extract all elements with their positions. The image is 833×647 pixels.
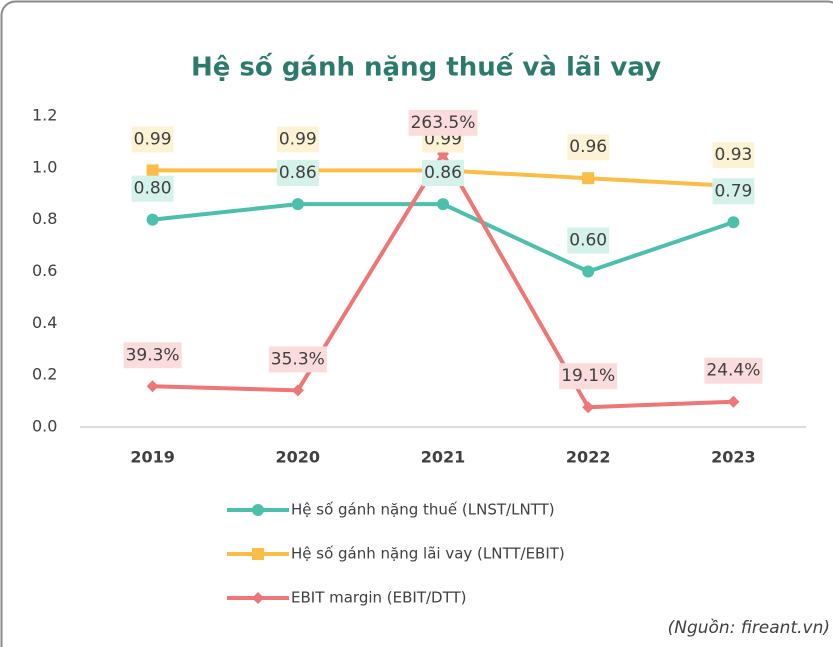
data-label-bg <box>567 134 610 161</box>
data-label-bg <box>567 227 610 254</box>
y-tick-label: 0.4 <box>32 313 57 332</box>
data-label-bg <box>704 357 763 384</box>
data-label: 0.80 <box>134 179 172 199</box>
x-tick-label: 2023 <box>711 448 756 467</box>
legend-marker <box>252 592 264 604</box>
data-label: 0.86 <box>279 163 317 183</box>
data-label: 0.96 <box>569 137 607 157</box>
data-label: 39.3% <box>126 345 180 365</box>
data-label-bg <box>131 175 174 202</box>
x-tick-label: 2022 <box>566 448 611 467</box>
data-label-bg <box>422 160 464 187</box>
data-label: 0.86 <box>424 163 462 183</box>
data-point <box>582 172 595 185</box>
y-tick-label: 0.0 <box>32 417 57 436</box>
data-point <box>146 213 159 226</box>
data-label-bg <box>559 363 618 390</box>
legend-label: EBIT margin (EBIT/DTT) <box>291 589 467 607</box>
data-point <box>291 384 304 397</box>
legend-label: Hệ số gánh nặng thuế (LNST/LNTT) <box>291 501 555 519</box>
data-point <box>582 265 595 278</box>
data-label-bg <box>276 126 319 153</box>
data-point <box>727 395 740 408</box>
y-tick-label: 0.2 <box>32 365 57 384</box>
data-point <box>146 380 159 393</box>
data-label: 19.1% <box>561 366 615 386</box>
data-label-bg <box>131 126 174 153</box>
source-note: (Nguồn: fireant.vn) <box>668 617 830 638</box>
data-point <box>437 198 449 211</box>
data-label-bg <box>276 160 319 187</box>
data-label: 24.4% <box>706 361 760 381</box>
data-point <box>146 164 159 177</box>
data-point <box>291 198 304 211</box>
data-label: 0.99 <box>134 129 172 149</box>
y-tick-label: 0.6 <box>32 261 57 280</box>
legend-label: Hệ số gánh nặng lãi vay (LNTT/EBIT) <box>291 545 565 563</box>
y-tick-label: 0.8 <box>32 209 57 228</box>
data-label: 0.79 <box>714 181 752 201</box>
data-label: 35.3% <box>271 349 325 369</box>
legend-marker <box>252 504 264 516</box>
data-point <box>582 401 595 414</box>
data-label-bg <box>123 342 182 369</box>
chart-title: Hệ số gánh nặng thuế và lãi vay <box>191 52 661 83</box>
data-label: 0.99 <box>279 129 317 149</box>
x-tick-label: 2021 <box>421 448 466 467</box>
x-tick-label: 2020 <box>276 448 321 467</box>
data-label-bg <box>712 141 755 168</box>
data-label-bg <box>712 178 755 205</box>
data-label: 263.5% <box>411 113 476 133</box>
y-tick-label: 1.0 <box>32 157 57 176</box>
data-label: 0.93 <box>714 145 752 165</box>
data-label-bg <box>268 346 327 373</box>
y-tick-label: 1.2 <box>32 106 57 125</box>
data-label-bg <box>408 109 478 136</box>
legend-marker <box>252 548 264 560</box>
data-point <box>727 216 740 229</box>
x-tick-label: 2019 <box>130 448 175 467</box>
data-label: 0.60 <box>569 231 607 251</box>
